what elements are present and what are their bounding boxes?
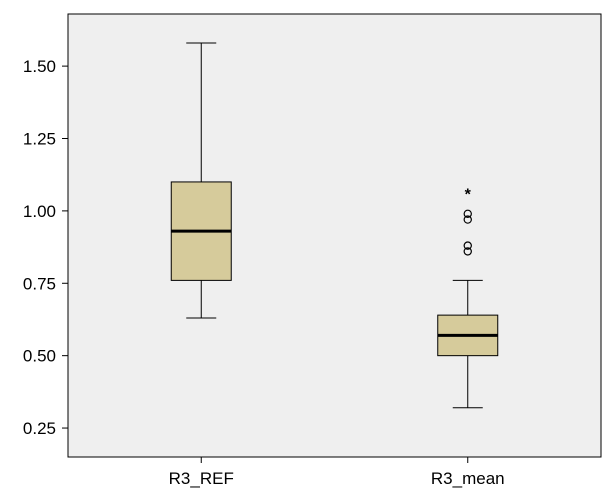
y-tick-label: 0.50 <box>23 347 56 366</box>
box-r3-mean: * <box>437 187 499 409</box>
y-tick-label: 1.00 <box>23 202 56 221</box>
x-tick-label: R3_mean <box>431 469 505 488</box>
y-tick-label: 1.25 <box>23 130 56 149</box>
extreme-point: * <box>465 187 472 204</box>
x-axis: R3_REF R3_mean <box>169 457 505 488</box>
y-tick-label: 0.75 <box>23 274 56 293</box>
outlier-point <box>463 247 472 256</box>
y-axis: 0.25 0.50 0.75 1.00 1.25 1.50 <box>23 57 68 438</box>
boxes-layer: * <box>170 42 499 409</box>
outlier-point <box>463 241 472 250</box>
plot-area <box>67 13 602 458</box>
outlier-point <box>463 215 472 224</box>
y-tick-label: 1.50 <box>23 57 56 76</box>
box-r3-ref <box>170 42 232 319</box>
x-tick-label: R3_REF <box>169 469 234 488</box>
outlier-point <box>463 209 472 218</box>
y-tick-label: 0.25 <box>23 419 56 438</box>
